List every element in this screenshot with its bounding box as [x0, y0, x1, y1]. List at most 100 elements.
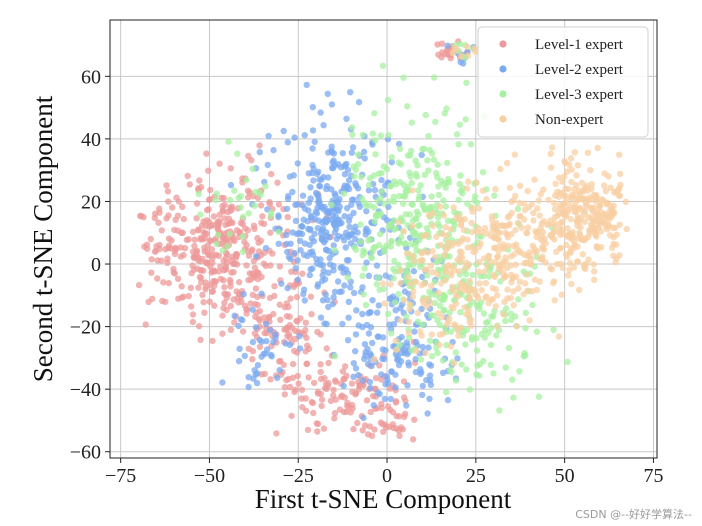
data-point: [241, 352, 248, 360]
data-point: [424, 272, 431, 279]
data-point: [311, 138, 318, 145]
data-point: [510, 302, 517, 309]
data-point: [298, 386, 306, 393]
data-point: [467, 316, 475, 323]
data-point: [251, 202, 258, 209]
data-point: [332, 192, 339, 199]
data-point: [256, 142, 263, 149]
data-point: [284, 248, 291, 256]
data-point: [384, 380, 392, 387]
data-point: [493, 332, 500, 339]
data-point: [434, 271, 441, 278]
data-point: [503, 305, 510, 312]
data-point: [414, 162, 421, 169]
data-point: [404, 103, 411, 110]
data-point: [428, 331, 436, 338]
data-point: [284, 332, 291, 340]
data-point: [521, 350, 528, 357]
data-point: [429, 247, 436, 255]
watermark-text: CSDN @--好好学算法--: [575, 508, 692, 521]
data-point: [374, 309, 381, 316]
data-point: [278, 280, 285, 287]
data-point: [163, 182, 170, 189]
data-point: [243, 262, 250, 269]
data-point: [164, 188, 172, 195]
data-point: [209, 222, 216, 229]
data-point: [535, 197, 542, 204]
data-point: [148, 269, 155, 276]
data-point: [460, 226, 468, 234]
data-point: [326, 234, 333, 241]
data-point: [419, 321, 426, 328]
data-point: [388, 330, 395, 337]
data-point: [588, 181, 595, 188]
data-point: [371, 186, 379, 194]
data-point: [378, 170, 385, 177]
data-point: [451, 45, 458, 52]
data-point: [317, 109, 324, 116]
legend-label: Level-1 expert: [535, 37, 624, 53]
data-point: [616, 252, 623, 259]
data-point: [295, 380, 302, 387]
data-point: [229, 219, 236, 226]
data-point: [243, 306, 250, 313]
data-point: [165, 279, 172, 287]
data-point: [185, 292, 192, 300]
data-point: [441, 251, 448, 258]
data-point: [331, 415, 338, 422]
data-point: [523, 230, 531, 237]
data-point: [388, 159, 395, 166]
data-point: [398, 233, 405, 241]
data-point: [552, 180, 559, 187]
data-point: [453, 215, 460, 222]
data-point: [400, 74, 407, 81]
data-point: [341, 213, 348, 220]
data-point: [296, 333, 303, 340]
data-point: [288, 412, 295, 420]
data-point: [328, 201, 335, 208]
data-point: [427, 381, 435, 388]
data-point: [330, 242, 337, 249]
data-point: [439, 357, 447, 364]
data-point: [494, 292, 501, 299]
data-point: [555, 333, 562, 340]
data-point: [401, 413, 408, 421]
data-point: [464, 52, 472, 59]
data-point: [452, 349, 459, 356]
data-point: [334, 278, 342, 285]
data-point: [221, 215, 228, 222]
data-point: [231, 237, 238, 245]
data-point: [606, 207, 614, 214]
data-point: [283, 377, 290, 384]
data-point: [395, 427, 402, 434]
data-point: [267, 262, 274, 269]
data-point: [507, 253, 515, 260]
data-point: [395, 140, 403, 148]
data-point: [464, 236, 471, 243]
data-point: [339, 320, 346, 328]
data-point: [584, 149, 592, 156]
data-point: [492, 227, 500, 234]
data-point: [600, 197, 607, 204]
data-point: [375, 302, 382, 309]
data-point: [305, 199, 313, 206]
data-point: [321, 217, 328, 224]
data-point: [434, 161, 441, 168]
data-point: [184, 172, 191, 180]
data-point: [482, 294, 489, 301]
data-point: [228, 253, 236, 260]
data-point: [502, 317, 509, 325]
data-point: [215, 252, 223, 260]
data-point: [565, 185, 572, 193]
data-point: [411, 328, 418, 335]
data-point: [209, 337, 216, 345]
data-point: [231, 187, 238, 194]
data-point: [194, 265, 201, 272]
data-point: [348, 149, 355, 156]
data-point: [381, 300, 388, 307]
data-point: [350, 289, 358, 297]
data-point: [249, 306, 256, 313]
data-point: [409, 436, 417, 443]
data-point: [465, 288, 472, 296]
data-point: [588, 205, 596, 213]
